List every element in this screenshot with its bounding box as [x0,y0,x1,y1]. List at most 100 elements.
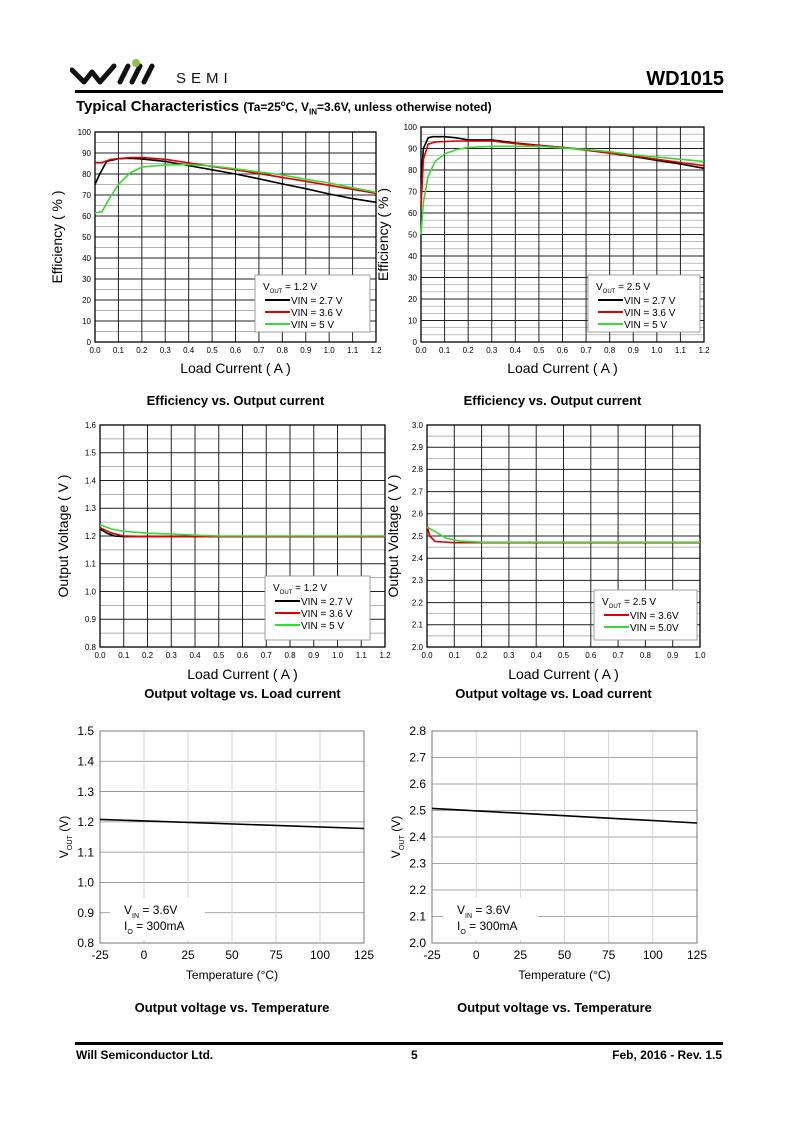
note-v: I [124,919,127,933]
y-tick-label: 1.3 [77,785,94,799]
y-axis-label: Efficiency ( % ) [49,190,65,283]
x-tick-label: 0.0 [421,651,433,660]
y-tick-label: 40 [408,252,417,261]
plot-border [431,730,698,944]
x-tick-label: 0.9 [667,651,679,660]
y-tick-label: 20 [82,296,91,305]
legend-title-rest: = 1.2 V [282,282,317,293]
note-rest: = 3.6V [139,903,177,917]
x-tick-label: 1.1 [347,346,359,355]
x-tick-label: 0.7 [253,346,265,355]
x-tick-label: 125 [687,948,707,962]
legend-label: VIN = 5 V [291,320,334,331]
plot-border [99,730,365,944]
x-tick-label: 0.6 [557,346,569,355]
note-sub: IN [465,913,472,920]
legend-label: VIN = 2.7 V [301,597,353,608]
cond-degree: o [280,99,286,108]
y-tick-label: 100 [78,128,92,137]
x-tick-label: 0.0 [89,346,101,355]
x-tick-label: 0.1 [113,346,125,355]
legend-title: VOUT = 1.2 V [273,583,327,596]
chart-caption: Efficiency vs. Output current [464,393,642,408]
x-tick-label: 0.1 [449,651,461,660]
legend-title-rest: = 2.5 V [621,597,656,608]
note-sub: O [127,929,133,936]
note-sub: O [460,929,466,936]
chart-caption: Output voltage vs. Temperature [457,1000,652,1015]
y-tick-label: 2.2 [409,883,426,897]
y-axis-label: Efficiency ( % ) [375,188,391,281]
y-tick-label: 2.0 [412,643,424,652]
footer-divider [75,1042,723,1045]
x-tick-label: 1.2 [379,651,391,660]
x-tick-label: 0.2 [136,346,148,355]
x-axis-label: Temperature (°C) [518,968,610,982]
legend-label: VIN = 3.6 V [291,308,343,319]
x-tick-label: 0.4 [189,651,201,660]
x-tick-label: 0.7 [261,651,273,660]
legend-label: VIN = 3.6 V [624,308,676,319]
y-tick-label: 1.6 [85,421,97,430]
x-tick-label: 1.0 [651,346,663,355]
y-tick-label: 100 [404,123,418,132]
x-tick-label: 25 [514,948,528,962]
chart-6: 2.0 2.1 2.2 2.3 2.4 2.5 2.6 2.7 2.8 -25 0 25 50 75 100… [389,724,707,1015]
legend-title-rest: = 1.2 V [292,583,327,594]
y-tick-label: 40 [82,254,91,263]
logo-text: SEMI [176,70,233,87]
part-number: WD1015 [646,68,724,90]
legend-label: VIN = 2.7 V [624,296,676,307]
y-tick-label: 2.3 [412,576,424,585]
x-tick-label: 25 [181,948,195,962]
x-tick-label: 1.0 [324,346,336,355]
x-tick-label: 0.3 [503,651,515,660]
legend-title: VOUT = 2.5 V [596,282,650,295]
legend-box [264,575,371,641]
y-tick-label: 2.5 [412,532,424,541]
y-label-sub: OUT [65,834,74,850]
plot-border [426,424,701,648]
legend-title-sub: OUT [270,289,283,295]
y-tick-label: 2.8 [412,465,424,474]
y-tick-label: 1.0 [77,876,94,890]
x-tick-label: 0.5 [207,346,219,355]
legend-title-sub: OUT [609,604,622,610]
x-tick-label: 0.3 [166,651,178,660]
y-tick-label: 0.9 [85,615,97,624]
y-tick-label: 1.1 [85,560,97,569]
y-tick-label: 2.2 [412,598,424,607]
note-v: V [457,903,465,917]
series-line [420,140,705,207]
x-tick-label: 0.7 [613,651,625,660]
x-tick-label: 0 [141,948,148,962]
y-tick-label: 2.4 [409,830,426,844]
notes-box [443,898,538,940]
y-tick-label: 60 [82,212,91,221]
x-tick-label: 0.6 [237,651,249,660]
x-axis-label: Temperature (°C) [186,968,278,982]
y-tick-label: 2.1 [409,910,426,924]
y-tick-label: 2.3 [409,857,426,871]
y-tick-label: 60 [408,209,417,218]
y-tick-label: 1.5 [77,724,94,738]
x-tick-label: 0.2 [142,651,154,660]
legend-title-sub: OUT [280,590,293,596]
y-tick-label: 90 [408,144,417,153]
y-axis-label: Output Voltage ( V ) [55,475,71,598]
y-tick-label: 1.2 [85,532,97,541]
will-logo-mark [69,59,155,85]
y-tick-label: 30 [408,273,417,282]
section-title: Typical Characteristics (Ta=25oC, VIN=3.… [76,98,492,116]
x-tick-label: 0.9 [628,346,640,355]
x-tick-label: 100 [310,948,330,962]
legend-title: VOUT = 2.5 V [602,597,656,610]
x-tick-label: 0.4 [183,346,195,355]
legend-title-sub: OUT [603,289,616,295]
y-axis-label: VOUT (V) [57,816,74,859]
legend-title-v: V [263,282,270,293]
x-tick-label: 0.8 [284,651,296,660]
y-tick-label: 1.4 [77,754,94,768]
y-tick-label: 10 [408,316,417,325]
